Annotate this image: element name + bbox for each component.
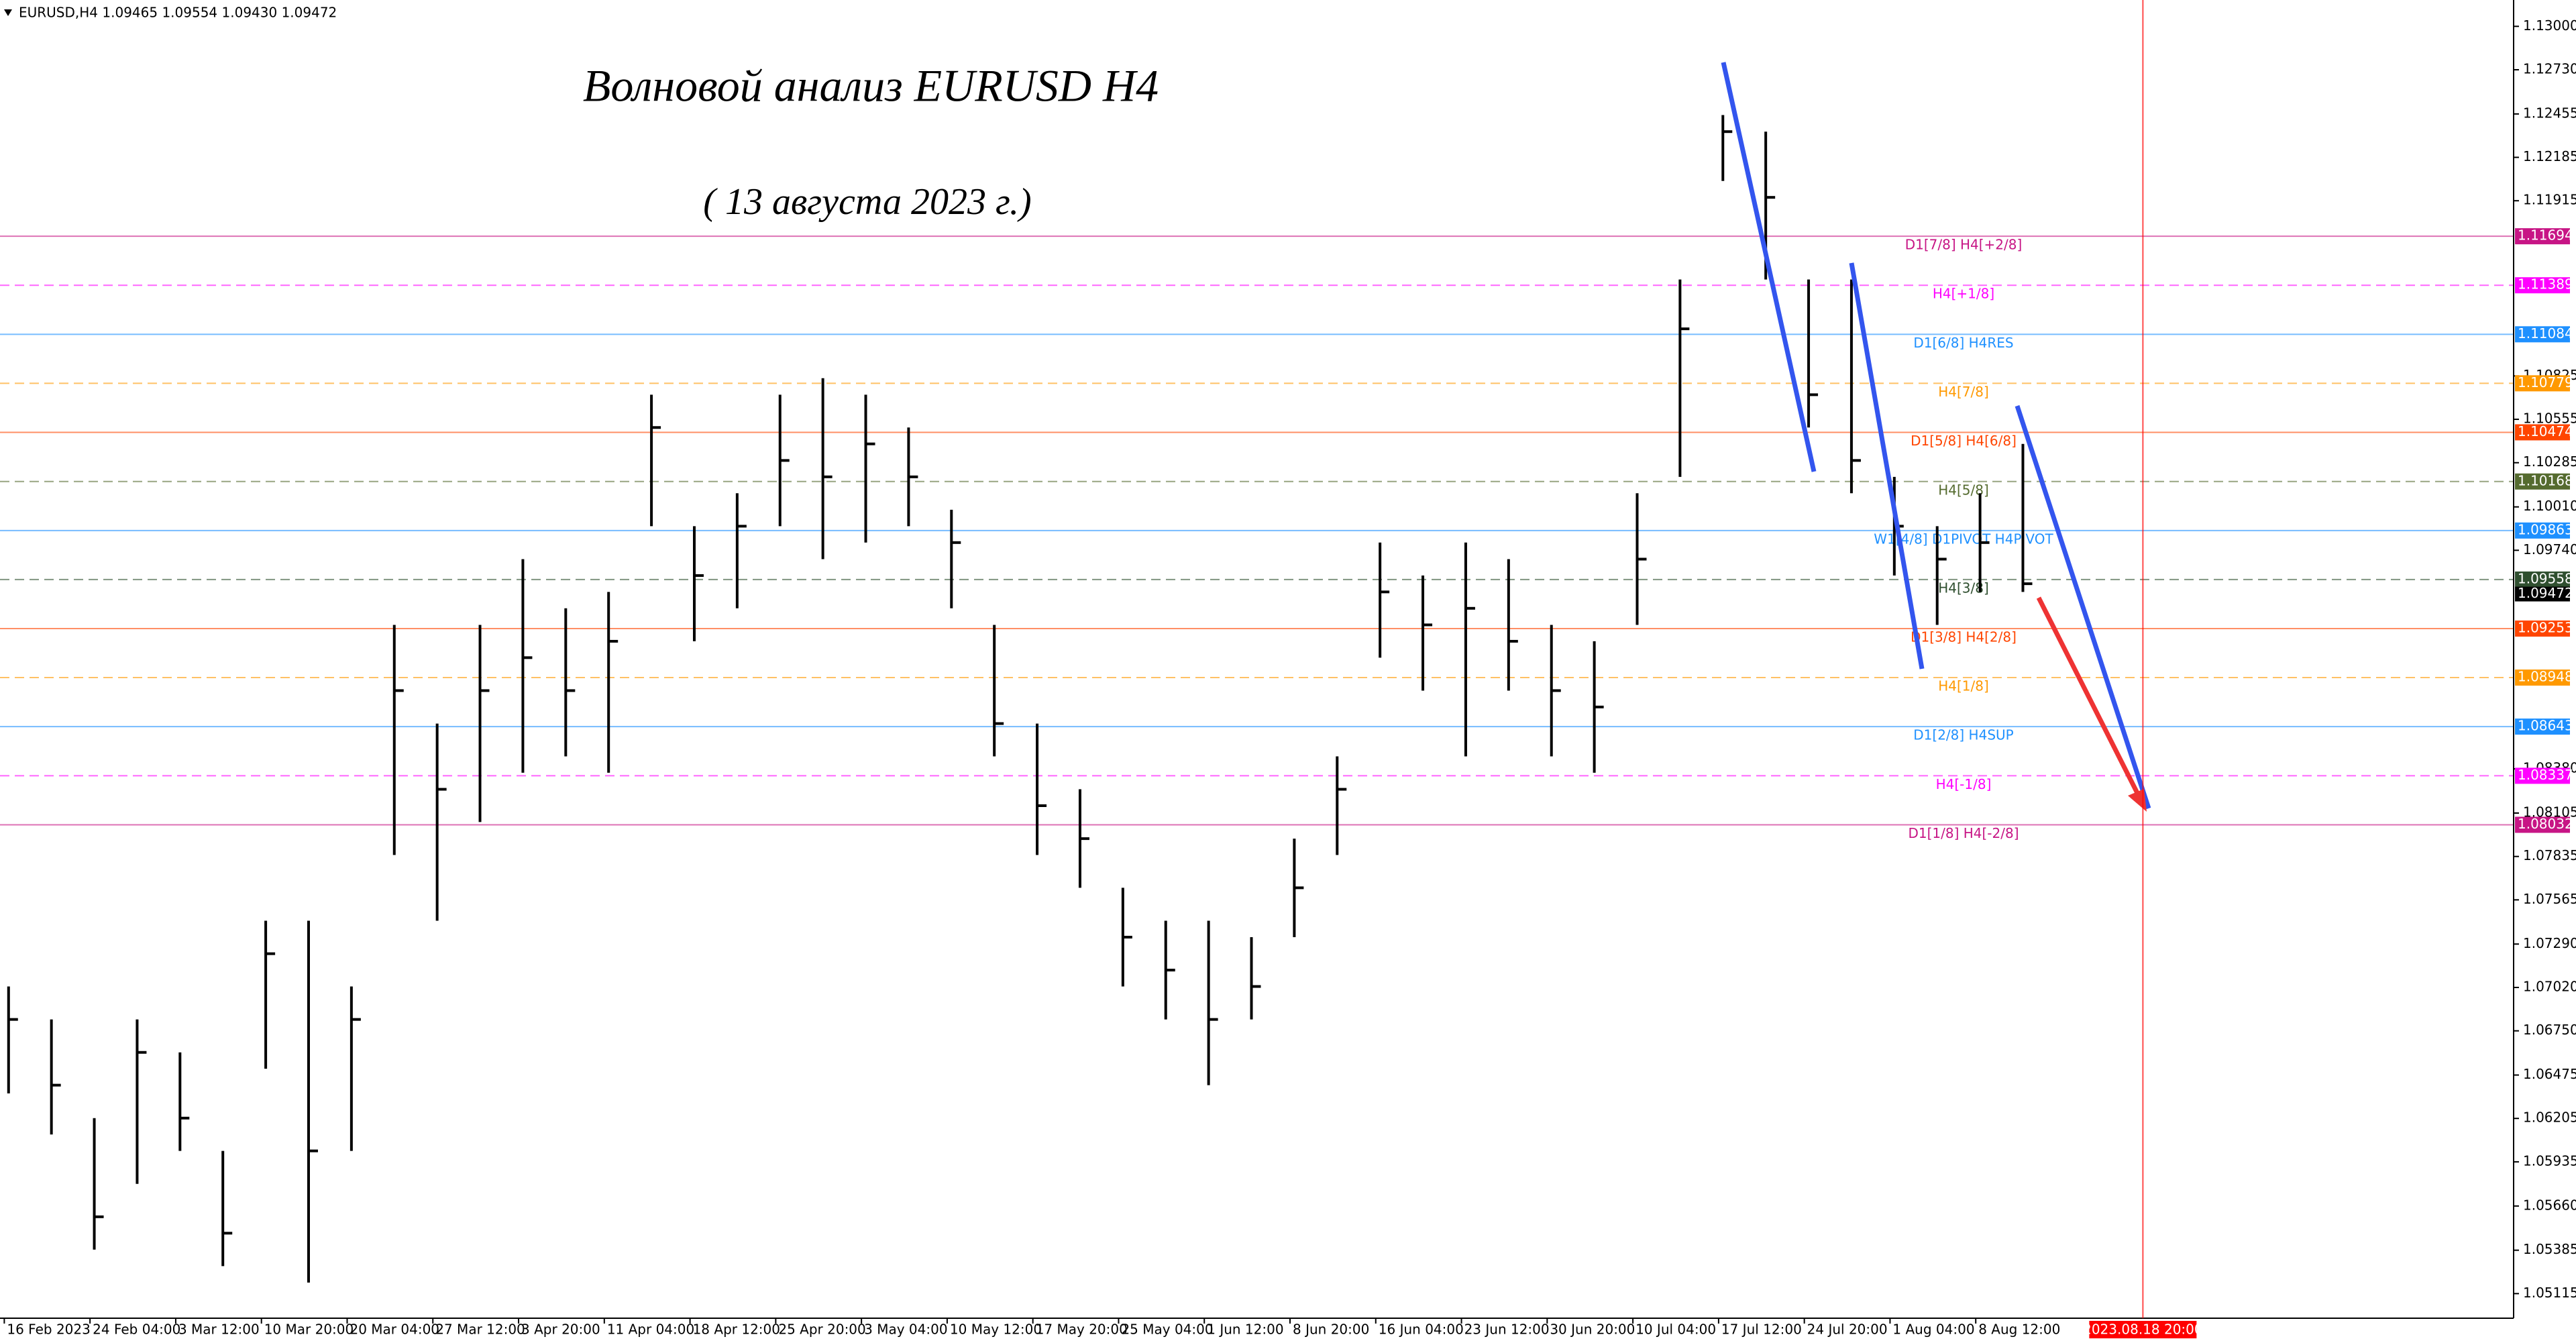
menu-icon <box>4 9 12 16</box>
level-price-box <box>2515 375 2570 392</box>
y-tick-label: 1.06205 <box>2523 1110 2576 1126</box>
x-tick-label: 10 May 12:00 <box>950 1322 1042 1338</box>
x-tick-label: 24 Jul 20:00 <box>1807 1322 1888 1338</box>
level-price: 1.11084 <box>2518 325 2573 341</box>
last-price-box <box>2515 586 2570 602</box>
y-tick-label: 1.10010 <box>2523 498 2576 514</box>
forecast-arrow <box>2036 596 2143 800</box>
x-tick-label: 1 Jun 12:00 <box>1207 1322 1283 1338</box>
level-price-box <box>2515 228 2570 245</box>
x-tick-label: 8 Jun 20:00 <box>1293 1322 1369 1338</box>
level-price-box <box>2515 277 2570 294</box>
level-price-box <box>2515 718 2570 735</box>
level-price: 1.08948 <box>2518 669 2573 685</box>
y-tick-label: 1.10555 <box>2523 411 2576 427</box>
level-price-box <box>2515 620 2570 637</box>
level-price: 1.09253 <box>2518 619 2573 635</box>
x-tick-label: 24 Feb 04:00 <box>93 1322 180 1338</box>
level-price-box <box>2515 816 2570 833</box>
marker-label: 2023.08.18 20:00 <box>2083 1322 2203 1338</box>
x-tick-label: 3 May 04:00 <box>864 1322 947 1338</box>
level-price: 1.11389 <box>2518 276 2573 292</box>
level-label: D1[6/8] H4RES <box>1913 335 2013 351</box>
level-price-box <box>2515 424 2570 441</box>
level-price: 1.10168 <box>2518 472 2573 488</box>
y-tick-label: 1.10285 <box>2523 453 2576 470</box>
y-tick-label: 1.13000 <box>2523 17 2576 34</box>
arrow-head <box>2128 789 2147 812</box>
y-tick-label: 1.05935 <box>2523 1153 2576 1169</box>
y-tick-label: 1.07835 <box>2523 847 2576 863</box>
price-bars <box>7 115 2033 1283</box>
header: EURUSD,H4 1.09465 1.09554 1.09430 1.0947… <box>19 5 337 21</box>
last-price: 1.09472 <box>2518 585 2573 601</box>
trend-line <box>2015 405 2151 810</box>
x-tick-label: 10 Jul 04:00 <box>1635 1322 1716 1338</box>
x-tick-label: 17 May 20:00 <box>1036 1322 1128 1338</box>
trend-line <box>1849 262 1925 670</box>
level-price-box <box>2515 522 2570 539</box>
level-price-box <box>2515 326 2570 343</box>
x-tick-label: 11 Apr 04:00 <box>607 1322 694 1338</box>
level-label: D1[2/8] H4SUP <box>1913 727 2013 743</box>
level-label: D1[7/8] H4[+2/8] <box>1905 237 2023 253</box>
level-price: 1.08032 <box>2518 816 2573 832</box>
trend-line <box>1721 62 1817 472</box>
y-tick-label: 1.07020 <box>2523 978 2576 994</box>
x-tick-label: 3 Apr 20:00 <box>521 1322 600 1338</box>
y-tick-label: 1.06750 <box>2523 1022 2576 1038</box>
level-price: 1.10779 <box>2518 374 2573 390</box>
y-tick-label: 1.07565 <box>2523 891 2576 907</box>
level-label: D1[1/8] H4[-2/8] <box>1908 825 2019 841</box>
y-tick-label: 1.05115 <box>2523 1285 2576 1301</box>
level-label: D1[5/8] H4[6/8] <box>1911 433 2017 449</box>
x-tick-label: 25 May 04:00 <box>1121 1322 1213 1338</box>
marker-box <box>2089 1321 2197 1338</box>
y-tick-label: 1.12455 <box>2523 105 2576 121</box>
chart-title: Волновой анализ EURUSD H4 <box>583 60 1159 111</box>
level-price: 1.09558 <box>2518 570 2573 586</box>
level-label: H4[-1/8] <box>1936 776 1992 792</box>
level-price-box <box>2515 670 2570 686</box>
y-tick-label: 1.12185 <box>2523 148 2576 164</box>
y-tick-label: 1.09740 <box>2523 541 2576 557</box>
y-tick-label: 1.05660 <box>2523 1197 2576 1213</box>
x-tick-label: 3 Mar 12:00 <box>178 1322 260 1338</box>
level-price: 1.09863 <box>2518 521 2573 537</box>
level-price: 1.08643 <box>2518 718 2573 734</box>
level-price: 1.11694 <box>2518 227 2573 244</box>
x-tick-label: 20 Mar 04:00 <box>350 1322 439 1338</box>
level-price: 1.08337 <box>2518 767 2573 783</box>
x-tick-label: 8 Aug 12:00 <box>1978 1322 2060 1338</box>
x-tick-label: 17 Jul 12:00 <box>1721 1322 1802 1338</box>
x-tick-label: 23 Jun 12:00 <box>1464 1322 1550 1338</box>
y-tick-label: 1.07290 <box>2523 935 2576 951</box>
x-tick-label: 16 Jun 04:00 <box>1379 1322 1464 1338</box>
y-tick-label: 1.06475 <box>2523 1066 2576 1082</box>
x-tick-label: 10 Mar 20:00 <box>264 1322 354 1338</box>
x-tick-label: 16 Feb 2023 <box>7 1322 90 1338</box>
level-price-box <box>2515 767 2570 784</box>
level-price-box <box>2515 473 2570 490</box>
level-label: H4[7/8] <box>1938 384 1989 400</box>
level-label: H4[+1/8] <box>1933 286 1994 302</box>
level-price-box <box>2515 571 2570 588</box>
chart-subtitle: ( 13 августа 2023 г.) <box>703 181 1031 223</box>
x-tick-label: 25 Apr 20:00 <box>778 1322 865 1338</box>
y-tick-label: 1.12730 <box>2523 60 2576 76</box>
x-tick-label: 1 Aug 04:00 <box>1892 1322 1974 1338</box>
level-label: D1[3/8] H4[2/8] <box>1911 629 2017 645</box>
level-price: 1.10474 <box>2518 423 2573 439</box>
x-tick-label: 30 Jun 20:00 <box>1550 1322 1635 1338</box>
x-tick-label: 18 Apr 12:00 <box>693 1322 780 1338</box>
y-tick-label: 1.11915 <box>2523 192 2576 208</box>
y-tick-label: 1.05385 <box>2523 1241 2576 1257</box>
x-tick-label: 27 Mar 12:00 <box>435 1322 525 1338</box>
level-label: H4[1/8] <box>1938 678 1989 694</box>
